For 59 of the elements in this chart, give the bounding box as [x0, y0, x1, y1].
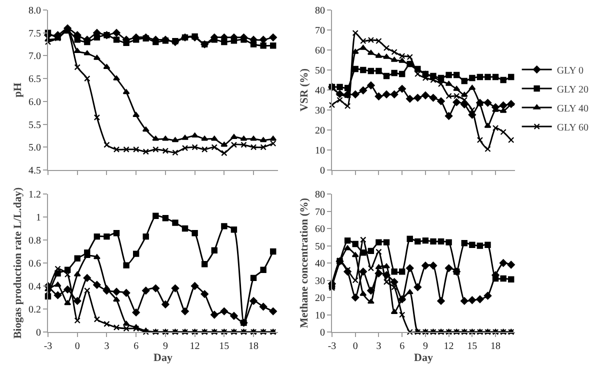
x-tick-label: 9	[162, 341, 168, 352]
x-tick-label: 9	[422, 341, 428, 352]
x-tick-label: 18	[248, 341, 259, 352]
legend-label: GLY 0	[556, 65, 584, 76]
y-tick-label: 10	[315, 310, 325, 322]
y-axis-title: VSR (%)	[298, 68, 311, 112]
y-tick-label: 80	[315, 6, 325, 16]
x-axis-title: Day	[414, 352, 434, 364]
x-tick-label: 18	[490, 341, 501, 352]
y-tick-label: 10	[315, 146, 325, 156]
y-tick-label: 7.0	[28, 51, 41, 62]
x-axis-title: Day	[154, 352, 173, 364]
y-tick-label: 30	[315, 276, 325, 287]
y-tick-label: 60	[315, 46, 325, 56]
y-tick-label: 7.5	[28, 28, 41, 40]
x-tick-label: 6	[134, 341, 139, 352]
x-tick-label: 12	[190, 341, 200, 352]
y-axis-title: Methane concentration (%)	[298, 198, 311, 328]
y-tick-label: 1.2	[28, 190, 41, 200]
y-tick-label: 40	[315, 86, 325, 96]
y-axis-title: pH	[12, 82, 24, 98]
x-tick-label: 12	[444, 341, 454, 352]
x-tick-label: -3	[44, 341, 52, 352]
y-axis-title: Biogas production rate L/L.day)	[12, 186, 24, 339]
y-tick-label: 0.6	[28, 258, 41, 270]
y-tick-label: 70	[315, 206, 325, 218]
x-tick-label: 3	[376, 341, 382, 352]
y-tick-label: 6.0	[28, 96, 41, 108]
y-tick-label: 30	[315, 106, 325, 116]
legend-label: GLY 40	[556, 103, 589, 114]
y-tick-label: 5.0	[28, 142, 41, 154]
y-tick-label: 0	[320, 166, 325, 176]
y-tick-label: 70	[315, 26, 325, 36]
y-tick-label: 20	[315, 293, 325, 304]
x-tick-label: 0	[74, 341, 80, 352]
y-tick-label: 0.8	[28, 236, 41, 246]
x-tick-label: -3	[328, 341, 336, 352]
legend-label: GLY 20	[556, 84, 589, 96]
y-tick-label: 4.5	[28, 166, 41, 176]
x-tick-label: 0	[352, 341, 358, 352]
y-tick-label: 0	[36, 328, 41, 338]
y-tick-label: 1	[36, 212, 41, 224]
y-tick-label: 40	[315, 258, 325, 270]
y-tick-label: 80	[315, 190, 325, 200]
y-tick-label: 20	[315, 126, 325, 136]
legend-label: GLY 60	[556, 122, 589, 134]
x-tick-label: 3	[104, 341, 110, 352]
y-tick-label: 6.5	[28, 74, 41, 86]
x-tick-label: 6	[400, 341, 405, 352]
y-tick-label: 0.4	[28, 282, 41, 292]
x-tick-label: 15	[219, 341, 230, 352]
x-tick-label: 15	[467, 341, 478, 352]
y-tick-label: 0	[320, 328, 325, 338]
y-tick-label: 5.5	[28, 120, 41, 131]
y-tick-label: 0.2	[28, 304, 41, 316]
y-tick-label: 50	[315, 66, 325, 76]
y-tick-label: 60	[315, 224, 325, 235]
y-tick-label: 8.0	[28, 6, 41, 16]
y-tick-label: 50	[315, 241, 325, 252]
